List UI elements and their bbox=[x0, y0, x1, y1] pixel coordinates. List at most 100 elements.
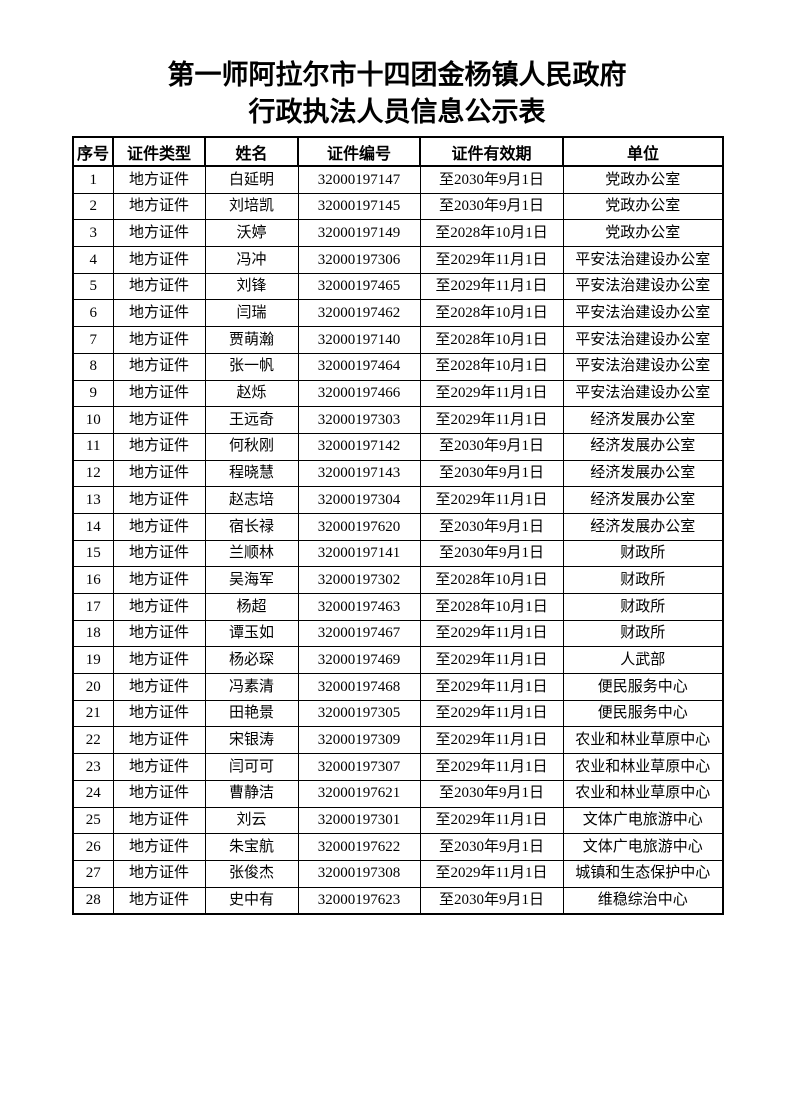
cell-cert-number: 32000197142 bbox=[297, 432, 421, 461]
table-row: 9 地方证件 赵烁 32000197466 至2029年11月1日 平安法治建设办公室 bbox=[72, 379, 724, 408]
cell-cert-type: 地方证件 bbox=[112, 219, 206, 248]
cell-unit: 党政办公室 bbox=[562, 165, 724, 194]
cell-validity: 至2028年10月1日 bbox=[419, 566, 564, 594]
cell-name: 兰顺林 bbox=[204, 539, 299, 568]
table-row: 3 地方证件 沃婷 32000197149 至2028年10月1日 党政办公室 bbox=[72, 219, 724, 248]
cell-unit: 平安法治建设办公室 bbox=[562, 352, 724, 381]
cell-cert-type: 地方证件 bbox=[112, 459, 206, 488]
cell-unit: 平安法治建设办公室 bbox=[562, 299, 724, 328]
cell-name: 史中有 bbox=[204, 886, 299, 915]
cell-unit: 经济发展办公室 bbox=[562, 432, 724, 461]
cell-validity: 至2029年11月1日 bbox=[419, 406, 564, 434]
table-row: 2 地方证件 刘培凯 32000197145 至2030年9月1日 党政办公室 bbox=[72, 192, 724, 221]
cell-index: 17 bbox=[72, 593, 114, 621]
cell-name: 沃婷 bbox=[204, 219, 299, 248]
table-row: 15 地方证件 兰顺林 32000197141 至2030年9月1日 财政所 bbox=[72, 539, 724, 568]
cell-name: 宿长禄 bbox=[204, 512, 299, 541]
cell-cert-number: 32000197305 bbox=[297, 699, 421, 728]
cell-index: 14 bbox=[72, 512, 114, 541]
cell-validity: 至2029年11月1日 bbox=[419, 379, 564, 408]
cell-unit: 财政所 bbox=[562, 539, 724, 568]
table-row: 22 地方证件 宋银涛 32000197309 至2029年11月1日 农业和林业草原中心 bbox=[72, 726, 724, 755]
cell-validity: 至2028年10月1日 bbox=[419, 299, 564, 328]
cell-validity: 至2028年10月1日 bbox=[419, 593, 564, 621]
cell-validity: 至2029年11月1日 bbox=[419, 619, 564, 648]
cell-cert-type: 地方证件 bbox=[112, 379, 206, 408]
cell-unit: 经济发展办公室 bbox=[562, 459, 724, 488]
cell-unit: 财政所 bbox=[562, 566, 724, 594]
cell-cert-number: 32000197465 bbox=[297, 272, 421, 301]
cell-cert-number: 32000197140 bbox=[297, 326, 421, 354]
cell-unit: 党政办公室 bbox=[562, 192, 724, 221]
cell-index: 3 bbox=[72, 219, 114, 248]
cell-index: 28 bbox=[72, 886, 114, 915]
cell-name: 张俊杰 bbox=[204, 859, 299, 888]
cell-validity: 至2029年11月1日 bbox=[419, 753, 564, 781]
table-row: 1 地方证件 白延明 32000197147 至2030年9月1日 党政办公室 bbox=[72, 165, 724, 194]
cell-cert-type: 地方证件 bbox=[112, 779, 206, 808]
table-row: 5 地方证件 刘锋 32000197465 至2029年11月1日 平安法治建设办公室 bbox=[72, 272, 724, 301]
cell-name: 闫可可 bbox=[204, 753, 299, 781]
cell-unit: 财政所 bbox=[562, 619, 724, 648]
cell-name: 曹静洁 bbox=[204, 779, 299, 808]
cell-cert-number: 32000197143 bbox=[297, 459, 421, 488]
cell-name: 吴海军 bbox=[204, 566, 299, 594]
cell-validity: 至2030年9月1日 bbox=[419, 833, 564, 861]
cell-index: 7 bbox=[72, 326, 114, 354]
cell-cert-number: 32000197464 bbox=[297, 352, 421, 381]
cell-cert-number: 32000197145 bbox=[297, 192, 421, 221]
cell-cert-number: 32000197308 bbox=[297, 859, 421, 888]
cell-index: 18 bbox=[72, 619, 114, 648]
cell-cert-type: 地方证件 bbox=[112, 352, 206, 381]
cell-name: 刘云 bbox=[204, 806, 299, 835]
cell-name: 冯素清 bbox=[204, 673, 299, 701]
cell-index: 15 bbox=[72, 539, 114, 568]
cell-unit: 维稳综治中心 bbox=[562, 886, 724, 915]
column-header-cert-number: 证件编号 bbox=[297, 136, 421, 167]
cell-cert-type: 地方证件 bbox=[112, 753, 206, 781]
table-body: 1 地方证件 白延明 32000197147 至2030年9月1日 党政办公室 2 地方证件刘… bbox=[72, 165, 724, 915]
cell-index: 2 bbox=[72, 192, 114, 221]
table-row: 24 地方证件 曹静洁 32000197621 至2030年9月1日 农业和林业草原中心 bbox=[72, 779, 724, 808]
page-title: 第一师阿拉尔市十四团金杨镇人民政府 行政执法人员信息公示表 bbox=[0, 0, 794, 131]
cell-validity: 至2029年11月1日 bbox=[419, 726, 564, 755]
cell-name: 何秋刚 bbox=[204, 432, 299, 461]
cell-index: 6 bbox=[72, 299, 114, 328]
column-header-validity: 证件有效期 bbox=[419, 136, 564, 167]
cell-index: 12 bbox=[72, 459, 114, 488]
cell-cert-type: 地方证件 bbox=[112, 859, 206, 888]
personnel-info-table: 序号 证件类型 姓名 证件编号 证件有效期 单位 1 地方证件 白延明 3200019… bbox=[72, 136, 724, 916]
cell-unit: 平安法治建设办公室 bbox=[562, 326, 724, 354]
table-row: 10 地方证件 王远奇 32000197303 至2029年11月1日 经济发展办公室 bbox=[72, 406, 724, 434]
cell-validity: 至2030年9月1日 bbox=[419, 779, 564, 808]
cell-validity: 至2029年11月1日 bbox=[419, 699, 564, 728]
cell-unit: 平安法治建设办公室 bbox=[562, 379, 724, 408]
cell-cert-number: 32000197620 bbox=[297, 512, 421, 541]
cell-name: 程晓慧 bbox=[204, 459, 299, 488]
cell-name: 宋银涛 bbox=[204, 726, 299, 755]
cell-unit: 平安法治建设办公室 bbox=[562, 246, 724, 274]
cell-cert-type: 地方证件 bbox=[112, 539, 206, 568]
cell-cert-type: 地方证件 bbox=[112, 673, 206, 701]
cell-cert-number: 32000197462 bbox=[297, 299, 421, 328]
cell-index: 19 bbox=[72, 646, 114, 675]
cell-validity: 至2028年10月1日 bbox=[419, 219, 564, 248]
column-header-unit: 单位 bbox=[562, 136, 724, 167]
column-header-index: 序号 bbox=[72, 136, 114, 167]
table-row: 7 地方证件 贾萌瀚 32000197140 至2028年10月1日 平安法治建设办公室 bbox=[72, 326, 724, 354]
cell-cert-type: 地方证件 bbox=[112, 512, 206, 541]
column-header-name: 姓名 bbox=[204, 136, 299, 167]
cell-index: 26 bbox=[72, 833, 114, 861]
cell-validity: 至2030年9月1日 bbox=[419, 512, 564, 541]
cell-name: 刘培凯 bbox=[204, 192, 299, 221]
cell-index: 5 bbox=[72, 272, 114, 301]
cell-cert-type: 地方证件 bbox=[112, 619, 206, 648]
cell-name: 闫瑞 bbox=[204, 299, 299, 328]
cell-cert-number: 32000197466 bbox=[297, 379, 421, 408]
cell-cert-number: 32000197302 bbox=[297, 566, 421, 594]
cell-name: 冯冲 bbox=[204, 246, 299, 274]
table-row: 18 地方证件 谭玉如 32000197467 至2029年11月1日 财政所 bbox=[72, 619, 724, 648]
cell-index: 13 bbox=[72, 486, 114, 514]
cell-validity: 至2030年9月1日 bbox=[419, 432, 564, 461]
